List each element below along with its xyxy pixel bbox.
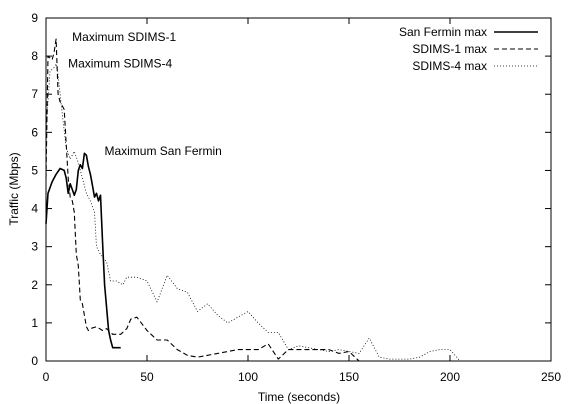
x-tick-label: 100 xyxy=(238,370,258,384)
y-tick-label: 6 xyxy=(31,125,38,139)
x-tick-label: 0 xyxy=(43,370,50,384)
plot-frame xyxy=(45,17,552,362)
x-axis: 0 50 100 150 200 250 xyxy=(43,18,561,384)
y-tick-label: 5 xyxy=(31,163,38,177)
series-line-san-fermin-max xyxy=(45,152,121,349)
annotation-label: Maximum SDIMS-1 xyxy=(72,30,176,44)
annotation-label: Maximum San Fermin xyxy=(104,144,221,158)
y-axis: 0 1 2 3 4 5 6 7 8 9 xyxy=(31,11,551,368)
x-tick-label: 200 xyxy=(440,370,460,384)
legend-label: SDIMS-4 max xyxy=(412,59,487,73)
x-tick-label: 50 xyxy=(140,370,154,384)
annotation-label: Maximum SDIMS-4 xyxy=(68,57,172,71)
series-layer xyxy=(45,38,461,362)
y-tick-label: 2 xyxy=(31,278,38,292)
y-axis-label: Traffic (Mbps) xyxy=(7,152,21,225)
series-line-sdims-4-max xyxy=(45,63,461,362)
plot-border xyxy=(45,17,552,362)
y-tick-label: 4 xyxy=(31,202,38,216)
x-tick-label: 250 xyxy=(541,370,561,384)
y-tick-label: 8 xyxy=(31,49,38,63)
legend-label: San Fermin max xyxy=(399,25,487,39)
y-tick-label: 3 xyxy=(31,240,38,254)
y-tick-label: 1 xyxy=(31,316,38,330)
x-axis-label: Time (seconds) xyxy=(258,390,340,404)
y-tick-label: 9 xyxy=(31,11,38,25)
series-line-sdims-1-max xyxy=(45,38,360,362)
annotation-layer: Maximum SDIMS-1 Maximum SDIMS-4 Maximum Sa… xyxy=(68,30,222,158)
x-tick-label: 150 xyxy=(339,370,359,384)
y-tick-label: 0 xyxy=(31,354,38,368)
legend-label: SDIMS-1 max xyxy=(412,42,487,56)
y-tick-label: 7 xyxy=(31,87,38,101)
legend: San Fermin max SDIMS-1 max SDIMS-4 max xyxy=(399,25,538,73)
